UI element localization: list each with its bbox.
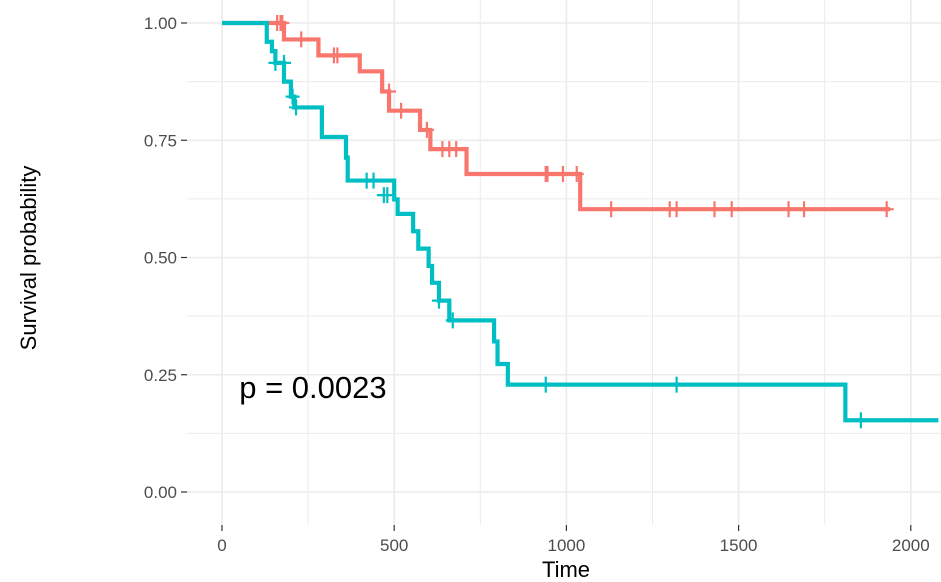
censor-mark [604, 201, 619, 218]
y-tick-label: 0.00 [144, 483, 177, 502]
censor-mark [669, 376, 684, 393]
censor-mark [431, 292, 446, 309]
series-layer [222, 15, 939, 429]
censor-mark [366, 172, 381, 189]
censor-mark [382, 83, 397, 100]
censor-mark [879, 201, 894, 218]
x-tick-label: 0 [217, 536, 226, 555]
y-axis-title: Survival probability [16, 166, 41, 351]
y-tick-label: 1.00 [144, 14, 177, 33]
censor-mark [853, 412, 868, 429]
axis-layer: 0 500 1000 1500 2000 0.00 0.25 0.50 0.75 1.00 [144, 14, 930, 555]
x-tick-label: 2000 [892, 536, 930, 555]
x-tick-label: 1500 [720, 536, 758, 555]
survival-curve-1 [222, 20, 891, 212]
grid-minor [187, 0, 941, 525]
censor-mark [445, 312, 460, 329]
x-tick-label: 500 [380, 536, 408, 555]
x-tick-label: 1000 [547, 536, 585, 555]
x-axis-title: Time [542, 557, 590, 582]
censor-mark [724, 201, 739, 218]
censor-mark [781, 201, 796, 218]
grid-major [187, 0, 941, 525]
censor-mark [276, 54, 291, 71]
censor-mark [569, 166, 584, 183]
censor-mark [555, 166, 570, 183]
censor-mark [538, 376, 553, 393]
censor-mark [449, 141, 464, 158]
censor-mark [707, 201, 722, 218]
censor-mark [275, 15, 290, 31]
y-tick-label: 0.50 [144, 249, 177, 268]
p-value-annotation: p = 0.0023 [239, 370, 386, 405]
survival-curve-2 [222, 20, 939, 423]
censor-mark [285, 88, 300, 105]
censor-mark [380, 187, 395, 204]
censor-mark [540, 166, 555, 183]
censor-mark [394, 102, 409, 119]
censor-mark [669, 201, 684, 218]
censor-mark [294, 31, 309, 48]
y-tick-label: 0.25 [144, 366, 177, 385]
y-tick-label: 0.75 [144, 131, 177, 150]
censor-mark [797, 201, 812, 218]
censor-mark [419, 121, 434, 138]
censor-mark [330, 47, 345, 64]
censor-mark [289, 99, 304, 116]
